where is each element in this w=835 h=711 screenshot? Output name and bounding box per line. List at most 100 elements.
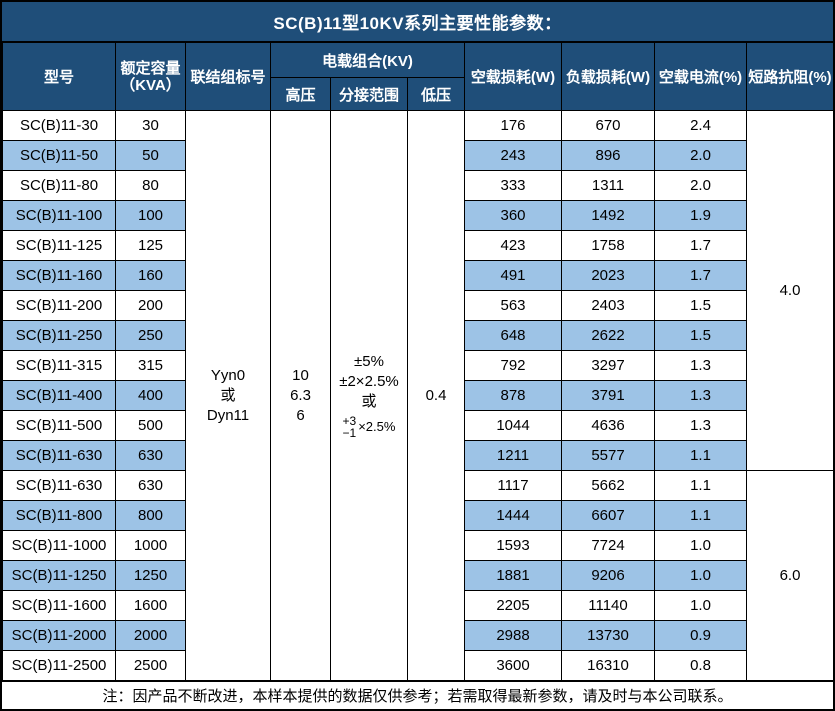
capacity-cell: 250 [115,320,186,351]
no-load-loss-cell: 1044 [464,410,562,441]
table-row: SC(B)11-100 100 360 1492 1.9 [2,200,834,231]
header-row-1: 型号 额定容量 （KVA） 联结组标号 电载组合(KV) 空载损耗(W) 负载损… [2,42,833,111]
table-row: SC(B)11-125 125 423 1758 1.7 [2,230,834,261]
load-loss-cell: 1311 [561,170,655,201]
capacity-cell: 1250 [115,560,186,591]
load-loss-cell: 670 [561,110,655,141]
table-row: SC(B)11-800 800 1444 6607 1.1 [2,500,834,531]
capacity-cell: 1000 [115,530,186,561]
no-load-loss-cell: 243 [464,140,562,171]
capacity-cell: 160 [115,260,186,291]
load-loss-cell: 9206 [561,560,655,591]
model-cell: SC(B)11-2000 [2,620,116,651]
no-load-loss-cell: 1881 [464,560,562,591]
col-header-connection: 联结组标号 [185,42,271,111]
no-load-loss-cell: 792 [464,350,562,381]
no-load-loss-cell: 491 [464,260,562,291]
col-header-impedance: 短路抗阻(%) [746,42,833,111]
tap-special-bottom: −1 [342,426,357,440]
no-load-loss-cell: 2205 [464,590,562,621]
spec-table: 型号 额定容量 （KVA） 联结组标号 电载组合(KV) 空载损耗(W) 负载损… [2,42,834,681]
no-load-current-cell: 1.7 [654,230,747,261]
hv-cell: 10 6.3 6 [270,110,331,681]
load-loss-cell: 5662 [561,470,655,501]
capacity-cell: 80 [115,170,186,201]
no-load-current-cell: 1.0 [654,530,747,561]
model-cell: SC(B)11-200 [2,290,116,321]
no-load-current-cell: 0.9 [654,620,747,651]
table-row: SC(B)11-250 250 648 2622 1.5 [2,320,834,351]
table-row: SC(B)11-1600 1600 2205 11140 1.0 [2,590,834,621]
tap-special-stack: +3 −1 [343,415,357,439]
load-loss-cell: 5577 [561,440,655,471]
no-load-loss-cell: 648 [464,320,562,351]
no-load-current-cell: 1.0 [654,590,747,621]
no-load-current-cell: 1.5 [654,320,747,351]
table-row: SC(B)11-1000 1000 1593 7724 1.0 [2,530,834,561]
no-load-loss-cell: 563 [464,290,562,321]
capacity-cell: 30 [115,110,186,141]
model-cell: SC(B)11-1000 [2,530,116,561]
impedance-group2-cell: 6.0 [746,470,833,681]
table-row: SC(B)11-2000 2000 2988 13730 0.9 [2,620,834,651]
no-load-current-cell: 1.7 [654,260,747,291]
model-cell: SC(B)11-50 [2,140,116,171]
col-header-no-load-current: 空载电流(%) [654,42,747,111]
load-loss-cell: 2023 [561,260,655,291]
model-cell: SC(B)11-160 [2,260,116,291]
model-cell: SC(B)11-30 [2,110,116,141]
no-load-loss-cell: 423 [464,230,562,261]
table-row: SC(B)11-2500 2500 3600 16310 0.8 [2,650,834,681]
capacity-cell: 630 [115,470,186,501]
col-header-tap-range: 分接范围 [330,77,408,111]
hv-line: 6.3 [290,386,311,404]
col-header-hv: 高压 [270,77,331,111]
no-load-current-cell: 1.0 [654,560,747,591]
load-loss-cell: 13730 [561,620,655,651]
model-cell: SC(B)11-630 [2,470,116,501]
hv-line: 6 [296,406,305,424]
col-header-voltage-group: 电载组合(KV) [270,42,465,78]
load-loss-cell: 1758 [561,230,655,261]
col-header-capacity-line2: （KVA） [120,76,181,94]
no-load-current-cell: 1.3 [654,350,747,381]
col-header-capacity: 额定容量 （KVA） [115,42,186,111]
lv-cell: 0.4 [407,110,465,681]
tap-special-top: +3 [342,414,357,428]
col-header-no-load-loss: 空载损耗(W) [464,42,562,111]
no-load-current-cell: 1.9 [654,200,747,231]
load-loss-cell: 11140 [561,590,655,621]
table-row: SC(B)11-80 80 333 1311 2.0 [2,170,834,201]
hv-line: 10 [292,366,309,384]
model-cell: SC(B)11-2500 [2,650,116,681]
tap-line: ±5% [354,353,384,370]
page-title: SC(B)11型10KV系列主要性能参数： [2,2,833,42]
table-row: SC(B)11-200 200 563 2403 1.5 [2,290,834,321]
model-cell: SC(B)11-630 [2,440,116,471]
connection-line: Dyn11 [206,406,250,424]
capacity-cell: 400 [115,380,186,411]
model-cell: SC(B)11-315 [2,350,116,381]
capacity-cell: 125 [115,230,186,261]
load-loss-cell: 2403 [561,290,655,321]
table-row: SC(B)11-50 50 243 896 2.0 [2,140,834,171]
capacity-cell: 800 [115,500,186,531]
table-row: SC(B)11-630 630 1211 5577 1.1 [2,440,834,471]
footnote: 注：因产品不断改进，本样本提供的数据仅供参考；若需取得最新参数，请及时与本公司联… [2,681,833,709]
capacity-cell: 2000 [115,620,186,651]
capacity-cell: 1600 [115,590,186,621]
connection-line: 或 [220,386,236,404]
model-cell: SC(B)11-100 [2,200,116,231]
capacity-cell: 100 [115,200,186,231]
load-loss-cell: 1492 [561,200,655,231]
header-row-2: 高压 分接范围 低压 [3,77,834,111]
model-cell: SC(B)11-125 [2,230,116,261]
col-header-capacity-line1: 额定容量 [120,59,181,77]
no-load-current-cell: 1.5 [654,290,747,321]
no-load-loss-cell: 360 [464,200,562,231]
no-load-current-cell: 2.0 [654,140,747,171]
no-load-current-cell: 1.3 [654,410,747,441]
no-load-loss-cell: 333 [464,170,562,201]
table-row: SC(B)11-160 160 491 2023 1.7 [2,260,834,291]
capacity-cell: 315 [115,350,186,381]
